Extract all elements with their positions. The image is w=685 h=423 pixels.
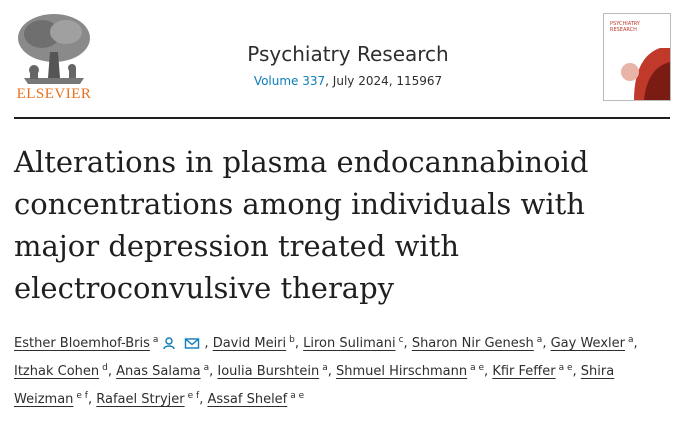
affiliation-marks: a bbox=[536, 335, 543, 345]
affiliation-marks: a bbox=[203, 363, 210, 373]
volume-line: Volume 337, July 2024, 115967 bbox=[200, 74, 496, 88]
author-name[interactable]: Shira Weizman e f bbox=[14, 364, 614, 407]
affiliation-marks: c bbox=[398, 335, 404, 345]
author-name-text[interactable]: Rafael Stryjer bbox=[96, 392, 185, 407]
author-name[interactable]: David Meiri b bbox=[212, 335, 295, 351]
author-entry: Assaf Shelef a e bbox=[207, 391, 304, 407]
journal-title[interactable]: Psychiatry Research bbox=[247, 42, 449, 66]
author-name[interactable]: Itzhak Cohen d bbox=[14, 363, 108, 379]
affiliation-marks: e f bbox=[187, 391, 200, 401]
author-name-text[interactable]: Gay Wexler bbox=[550, 336, 625, 351]
author-name[interactable]: Rafael Stryjer e f bbox=[96, 391, 199, 407]
author-separator: , bbox=[107, 364, 112, 379]
author-separator: , bbox=[294, 336, 299, 351]
author-separator: , bbox=[204, 336, 209, 351]
volume-link[interactable]: Volume 337 bbox=[253, 74, 326, 88]
author-name-text[interactable]: Kfir Feffer bbox=[492, 364, 556, 379]
article-title: Alterations in plasma endocannabinoid co… bbox=[14, 145, 589, 305]
author-separator: , bbox=[327, 364, 332, 379]
author-separator: , bbox=[484, 364, 489, 379]
author-name-text[interactable]: Ioulia Burshtein bbox=[217, 364, 320, 379]
author-entry: Gay Wexler a, bbox=[550, 335, 638, 351]
author-name[interactable]: Liron Sulimani c bbox=[303, 335, 403, 351]
author-name-text[interactable]: Assaf Shelef bbox=[207, 392, 288, 407]
author-name[interactable]: Ioulia Burshtein a bbox=[217, 363, 327, 379]
author-entry: Kfir Feffer a e, bbox=[492, 363, 577, 379]
cover-title: PSYCHIATRY RESEARCH bbox=[610, 21, 640, 33]
author-name[interactable]: Sharon Nir Genesh a bbox=[411, 335, 543, 351]
author-name-text[interactable]: Shira Weizman bbox=[14, 364, 615, 407]
author-email-icon[interactable] bbox=[184, 336, 200, 350]
author-name-text[interactable]: Liron Sulimani bbox=[303, 336, 396, 351]
affiliation-marks: a e bbox=[290, 391, 305, 401]
affiliation-marks: a e bbox=[470, 363, 485, 373]
author-entry: David Meiri b, bbox=[212, 335, 299, 351]
affiliation-marks: e f bbox=[76, 391, 88, 401]
author-name-text[interactable]: Sharon Nir Genesh bbox=[411, 336, 534, 351]
author-entry: Itzhak Cohen d, bbox=[14, 363, 112, 379]
author-separator: , bbox=[572, 364, 577, 379]
author-name[interactable]: Anas Salama a bbox=[116, 363, 209, 379]
author-name[interactable]: Gay Wexler a bbox=[550, 335, 634, 351]
header-rule bbox=[14, 117, 670, 119]
affiliation-marks: a bbox=[322, 363, 328, 373]
author-separator: , bbox=[633, 336, 638, 351]
author-separator: , bbox=[403, 336, 408, 351]
publisher: ELSEVIER bbox=[16, 86, 92, 102]
author-name[interactable]: Shmuel Hirschmann a e bbox=[335, 363, 484, 379]
author-entry: Shira Weizman e f, bbox=[14, 364, 614, 407]
author-entry: Liron Sulimani c, bbox=[303, 335, 408, 351]
author-entry: Ioulia Burshtein a, bbox=[217, 363, 332, 379]
author-separator: , bbox=[542, 336, 547, 351]
affiliation-marks: d bbox=[102, 363, 108, 373]
author-name-text[interactable]: Esther Bloemhof-Bris bbox=[14, 336, 150, 351]
author-name-text[interactable]: Itzhak Cohen bbox=[14, 364, 100, 379]
author-profile-icon[interactable] bbox=[162, 336, 176, 350]
author-name-text[interactable]: Shmuel Hirschmann bbox=[335, 364, 468, 379]
affiliation-marks: a e bbox=[558, 363, 573, 373]
issue-info: , July 2024, 115967 bbox=[325, 74, 443, 88]
author-entry: Shmuel Hirschmann a e, bbox=[335, 363, 489, 379]
journal-cover[interactable]: PSYCHIATRY RESEARCH bbox=[603, 13, 671, 101]
affiliation-marks: b bbox=[289, 335, 295, 345]
elsevier-logo[interactable] bbox=[14, 12, 94, 86]
author-separator: , bbox=[199, 392, 204, 407]
author-name[interactable]: Esther Bloemhof-Bris a bbox=[14, 335, 158, 351]
author-entry: Anas Salama a, bbox=[116, 363, 214, 379]
author-list: Esther Bloemhof-Bris a, David Meiri b, Lir… bbox=[14, 328, 674, 412]
author-name[interactable]: Assaf Shelef a e bbox=[207, 391, 304, 407]
author-name-text[interactable]: David Meiri bbox=[212, 336, 287, 351]
author-separator: , bbox=[209, 364, 214, 379]
author-entry: Esther Bloemhof-Bris a, bbox=[14, 335, 209, 351]
cover-art bbox=[604, 14, 670, 100]
author-name[interactable]: Kfir Feffer a e bbox=[492, 363, 572, 379]
author-name-text[interactable]: Anas Salama bbox=[116, 364, 201, 379]
affiliation-marks: a bbox=[627, 335, 634, 345]
author-entry: Sharon Nir Genesh a, bbox=[411, 335, 547, 351]
author-separator: , bbox=[87, 392, 93, 407]
affiliation-marks: a bbox=[152, 335, 159, 345]
author-entry: Rafael Stryjer e f, bbox=[96, 391, 204, 407]
